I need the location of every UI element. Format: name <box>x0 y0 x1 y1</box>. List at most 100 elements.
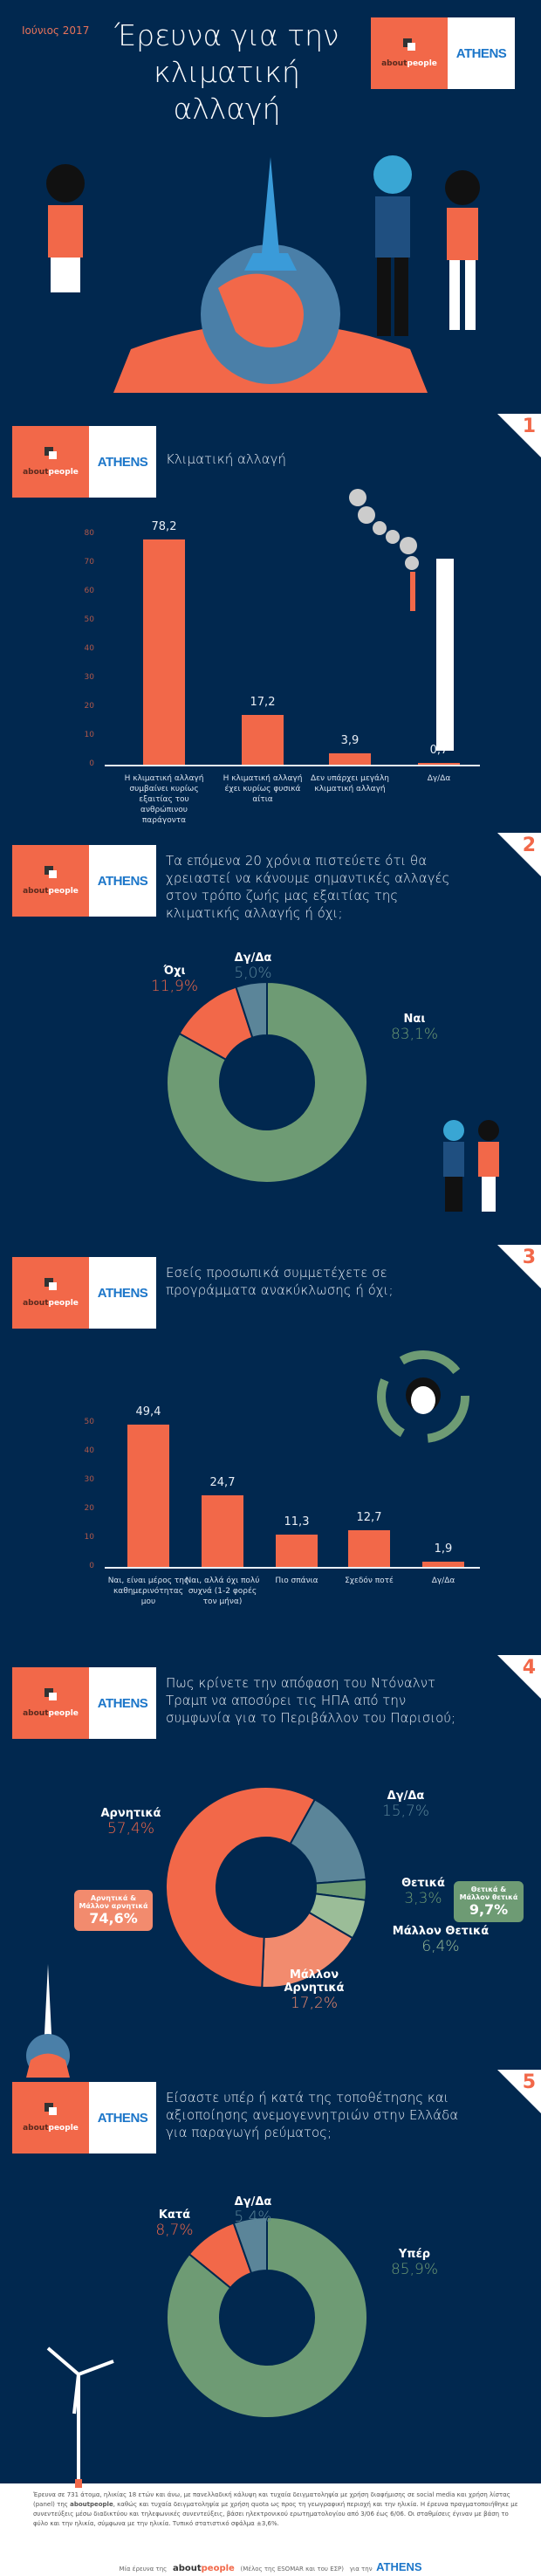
logo-text: people <box>48 468 79 477</box>
slice-name: Μάλλον Θετικά <box>392 1925 490 1938</box>
recycle-icon <box>371 1344 476 1453</box>
title-line: κλιματική αλλαγή <box>154 55 300 126</box>
slice-name: Όχι <box>163 965 186 978</box>
x-category-label: Η κλιματική αλλαγή συμβαίνει κυρίως εξαι… <box>124 774 204 825</box>
logo-text: people <box>48 1709 79 1718</box>
athens-logo: ATHENS <box>89 1257 156 1329</box>
aboutpeople-wordmark: aboutpeople <box>23 2124 79 2133</box>
section-logo: aboutpeople ATHENS <box>12 845 156 917</box>
x-category-label: Σχεδόν ποτέ <box>345 1577 394 1585</box>
y-tick-label: 0 <box>89 759 94 768</box>
athens-logo: ATHENS <box>89 2082 156 2154</box>
slice-label: Μάλλον Αρνητικά 17,2% <box>262 1968 366 2012</box>
eiffel-earth-icon <box>9 1964 96 2081</box>
logo-text: about <box>23 1299 49 1308</box>
athens-logo: ATHENS <box>89 845 156 917</box>
bar-value-label: 24,7 <box>209 1476 236 1490</box>
section-question: Κλιματική αλλαγή <box>166 451 286 467</box>
athens-logo: ATHENS <box>89 426 156 498</box>
hero-illustration <box>46 155 480 393</box>
couple-illustration <box>436 1117 506 1217</box>
slice-value: 17,2% <box>290 1995 338 2012</box>
title-line: Έρευνα για την <box>114 18 339 52</box>
section-number: 2 <box>522 835 536 856</box>
bar-value-label: 49,4 <box>135 1405 161 1419</box>
slice-name: Δγ/Δα <box>234 2195 272 2208</box>
donut-slice <box>166 2215 368 2419</box>
slice-name: Δγ/Δα <box>387 1789 425 1803</box>
total-value: 9,7% <box>469 1901 509 1918</box>
y-tick-label: 40 <box>84 1446 94 1455</box>
x-category-label: Δγ/Δα <box>431 1577 455 1585</box>
athens-logo: ATHENS <box>376 2560 422 2573</box>
logo-text: about <box>23 887 49 896</box>
slice-value: 5,0% <box>234 965 272 982</box>
logo-text: about <box>381 59 407 68</box>
total-badge: Αρνητικά & Μάλλον αρνητικά 74,6% <box>74 1890 153 1931</box>
slice-name: Ναι <box>403 1013 426 1026</box>
y-tick-label: 40 <box>84 644 94 653</box>
note-brand: aboutpeople <box>70 2501 113 2508</box>
x-category-label: Ναι, αλλά όχι πολύ συχνά (1-2 φορές τον … <box>185 1577 260 1606</box>
y-tick-label: 70 <box>84 558 94 567</box>
slice-name: Αρνητικά <box>100 1807 161 1820</box>
slice-value: 85,9% <box>390 2261 438 2278</box>
section-question: Πως κρίνετε την απόφαση του Ντόναλντ Τρα… <box>166 1675 455 1726</box>
x-category-label: Πιο σπάνια <box>275 1577 318 1585</box>
methodology-note: Έρευνα σε 731 άτομα, ηλικίας 18 ετών και… <box>33 2490 522 2529</box>
section-number-badge: 1 <box>497 414 541 457</box>
logo-text: about <box>23 1709 49 1718</box>
aboutpeople-logo: aboutpeople <box>173 2564 235 2573</box>
slice-label: Δγ/Δα 5,0% <box>201 951 305 982</box>
y-tick-label: 60 <box>84 587 94 595</box>
aboutpeople-logo: aboutpeople <box>12 845 89 917</box>
slice-label: Μάλλον Θετικά 6,4% <box>388 1925 493 1955</box>
donut-slice <box>166 980 368 1184</box>
donut-slice <box>178 986 254 1061</box>
continent-shape <box>218 273 304 347</box>
x-axis-line <box>105 765 480 766</box>
athens-logo: ATHENS <box>448 17 515 89</box>
slice-value: 15,7% <box>381 1803 429 1820</box>
logo: aboutpeople ATHENS <box>371 17 515 89</box>
logo-text: people <box>48 887 79 896</box>
logo-text: people <box>48 2124 79 2133</box>
slice-label: Κατά 8,7% <box>122 2208 227 2239</box>
bar-value-label: 12,7 <box>356 1511 382 1525</box>
slice-label: Θετικά 3,3% <box>371 1877 476 1907</box>
logo-text: people <box>407 59 437 68</box>
total-value: 74,6% <box>89 1910 138 1927</box>
aboutpeople-wordmark: aboutpeople <box>23 1709 79 1718</box>
slice-label: Ναι 83,1% <box>362 1013 467 1043</box>
people-illustration <box>46 155 480 336</box>
section-question: Είσαστε υπέρ ή κατά της τοποθέτησης και … <box>166 2090 459 2140</box>
bar <box>202 1495 243 1567</box>
page-title: Έρευνα για την κλιματική αλλαγή <box>105 17 349 127</box>
speech-bubble-icon <box>45 2103 57 2115</box>
slice-name: Δγ/Δα <box>234 951 272 965</box>
speech-bubble-icon <box>45 447 57 459</box>
speech-bubble-icon <box>403 38 415 51</box>
logo-text: about <box>23 468 49 477</box>
y-tick-label: 20 <box>84 702 94 711</box>
section-number: 3 <box>522 1247 536 1268</box>
credit-text: (Μέλος της ESOMAR και του ΕΣΡ) <box>240 2566 345 2573</box>
bar <box>422 1561 464 1567</box>
logo-text: people <box>201 2564 235 2573</box>
bar <box>127 1424 169 1567</box>
bar <box>143 539 185 765</box>
footer: Έρευνα σε 731 άτομα, ηλικίας 18 ετών και… <box>0 2483 541 2576</box>
slice-value: 8,7% <box>155 2222 194 2239</box>
bar <box>329 753 371 765</box>
logo-text: about <box>23 2124 49 2133</box>
section-number-badge: 3 <box>497 1245 541 1288</box>
logo-text: about <box>172 2564 202 2573</box>
bar <box>242 715 284 765</box>
donut-slice <box>164 1786 317 1989</box>
slice-value: 57,4% <box>106 1820 154 1838</box>
slice-value: 3,3% <box>404 1890 442 1907</box>
x-axis-line <box>105 1567 480 1569</box>
credit-text: Μία έρευνα της <box>119 2566 168 2573</box>
y-tick-label: 30 <box>84 1475 94 1484</box>
section-number: 5 <box>522 2071 536 2093</box>
